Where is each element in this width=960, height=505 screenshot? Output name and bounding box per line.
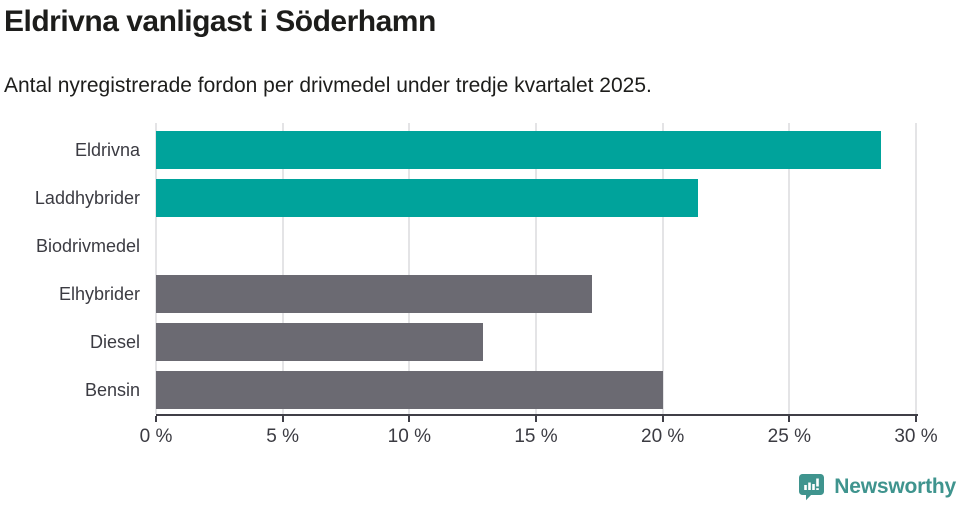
gridline-25 (788, 123, 791, 414)
category-label-diesel: Diesel (89, 331, 140, 352)
bar-laddhybrider (156, 179, 699, 217)
plot-area: 0 % 5 % 10 % 15 % 20 % 25 % 30 % (140, 123, 960, 453)
x-tick-label-15: 15 % (514, 426, 558, 447)
x-tick-0 (155, 416, 157, 422)
x-tick-label-20: 20 % (641, 426, 685, 447)
x-tick-15 (535, 416, 537, 422)
gridline-0 (155, 123, 157, 414)
x-axis: 0 % 5 % 10 % 15 % 20 % 25 % 30 % (140, 414, 960, 453)
x-tick-label-0: 0 % (139, 426, 173, 447)
gridline-15 (535, 123, 537, 414)
bar-elhybrider (156, 275, 592, 313)
category-label-biodrivmedel: Biodrivmedel (35, 235, 140, 256)
gridline-20 (661, 123, 664, 414)
category-label-laddhybrider: Laddhybrider (34, 187, 140, 208)
x-tick-label-30: 30 % (894, 426, 938, 447)
bar-eldrivna (156, 131, 881, 169)
x-tick-label-10: 10 % (387, 426, 431, 447)
x-tick-5 (281, 416, 284, 422)
fuel-type-bar-chart: Eldrivna Laddhybrider Biodrivmedel Elhybrid… (0, 123, 960, 453)
x-tick-30 (915, 416, 917, 422)
gridline-10 (408, 123, 411, 414)
category-label-eldrivna: Eldrivna (74, 139, 140, 160)
brand-footer: Newsworthy (798, 472, 956, 502)
x-axis-line (156, 414, 918, 416)
brand-name: Newsworthy (834, 475, 956, 498)
category-label-elhybrider: Elhybrider (58, 283, 140, 304)
category-label-bensin: Bensin (84, 379, 140, 400)
x-tick-label-25: 25 % (767, 426, 811, 447)
x-tick-10 (408, 416, 411, 422)
x-tick-25 (788, 416, 791, 422)
x-tick-label-5: 5 % (266, 426, 300, 447)
gridline-5 (281, 123, 284, 414)
x-tick-20 (661, 416, 664, 422)
page-title: Eldrivna vanligast i Söderhamn (4, 5, 436, 38)
bars-container (155, 123, 917, 414)
page-subtitle: Antal nyregistrerade fordon per drivmede… (4, 74, 652, 97)
bar-bensin (156, 371, 663, 409)
bar-diesel (156, 323, 483, 361)
newsworthy-logo-icon (799, 474, 825, 501)
gridline-30 (915, 123, 917, 414)
